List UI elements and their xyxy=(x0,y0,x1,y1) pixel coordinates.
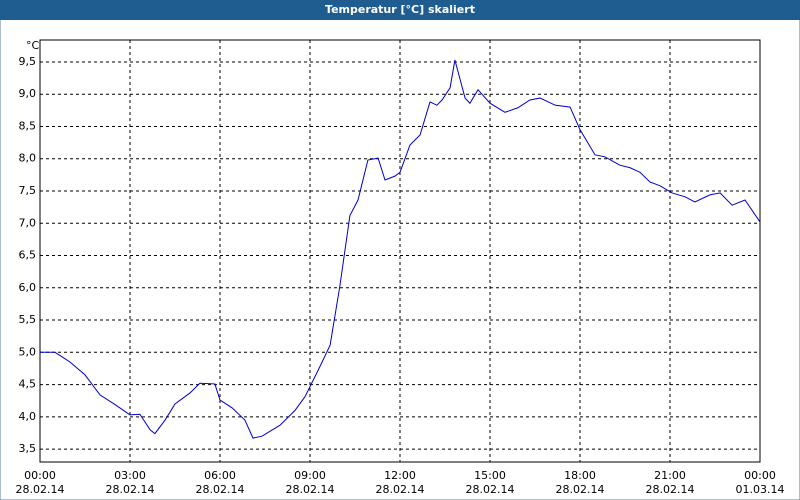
x-tick-label: 18:00 xyxy=(564,469,596,482)
y-tick-label: 4,0 xyxy=(19,410,37,423)
x-tick-label: 00:00 xyxy=(744,469,776,482)
y-tick-label: 7,5 xyxy=(19,184,37,197)
y-tick-label: 9,0 xyxy=(19,87,37,100)
y-tick-label: 5,5 xyxy=(19,313,37,326)
y-tick-label: 5,0 xyxy=(19,345,37,358)
x-tick-date: 28.02.14 xyxy=(286,483,335,496)
x-tick-date: 01.03.14 xyxy=(736,483,785,496)
x-tick-label: 21:00 xyxy=(654,469,686,482)
x-tick-date: 28.02.14 xyxy=(376,483,425,496)
y-tick-label: 8,0 xyxy=(19,152,37,165)
x-tick-label: 12:00 xyxy=(384,469,416,482)
y-unit: °C xyxy=(26,39,40,52)
y-tick-label: 7,0 xyxy=(19,216,37,229)
x-tick-date: 28.02.14 xyxy=(16,483,65,496)
x-tick-date: 28.02.14 xyxy=(196,483,245,496)
x-tick-label: 06:00 xyxy=(204,469,236,482)
y-tick-label: 8,5 xyxy=(19,119,37,132)
x-tick-date: 28.02.14 xyxy=(106,483,155,496)
x-tick-label: 03:00 xyxy=(114,469,146,482)
y-tick-label: 4,5 xyxy=(19,378,37,391)
x-tick-date: 28.02.14 xyxy=(646,483,695,496)
title-bar xyxy=(0,0,800,20)
x-tick-label: 09:00 xyxy=(294,469,326,482)
x-tick-label: 00:00 xyxy=(24,469,56,482)
chart-title: Temperatur [°C] skaliert xyxy=(325,3,475,16)
y-tick-label: 6,0 xyxy=(19,281,37,294)
y-tick-label: 6,5 xyxy=(19,249,37,262)
data-line xyxy=(40,59,761,439)
x-tick-date: 28.02.14 xyxy=(556,483,605,496)
y-tick-label: 9,5 xyxy=(19,55,37,68)
x-tick-label: 15:00 xyxy=(474,469,506,482)
x-tick-date: 28.02.14 xyxy=(466,483,515,496)
y-tick-label: 3,5 xyxy=(19,442,37,455)
